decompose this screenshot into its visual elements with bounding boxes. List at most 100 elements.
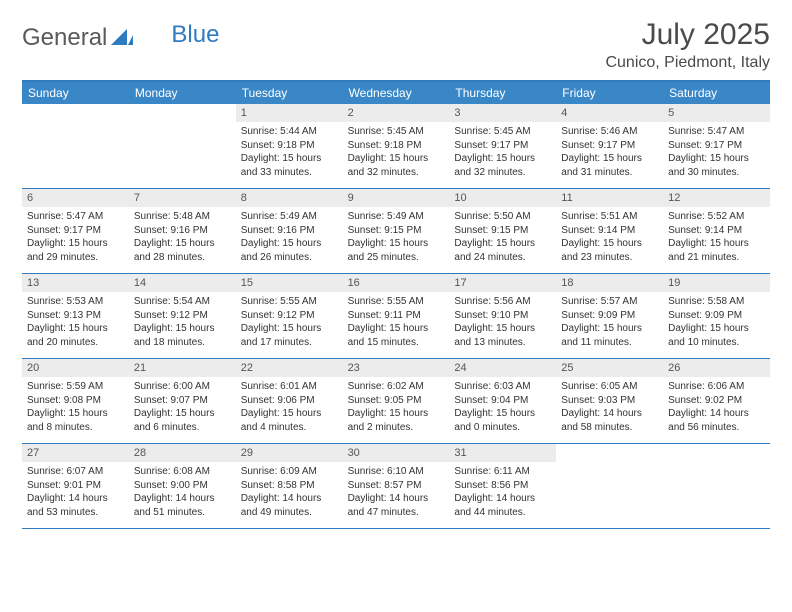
day-cell: 21Sunrise: 6:00 AMSunset: 9:07 PMDayligh… xyxy=(129,359,236,443)
day-number: 6 xyxy=(22,189,129,207)
sunset-text: Sunset: 9:09 PM xyxy=(561,309,658,323)
day-number: 16 xyxy=(343,274,450,292)
sunrise-text: Sunrise: 5:55 AM xyxy=(348,295,445,309)
sunrise-text: Sunrise: 5:49 AM xyxy=(241,210,338,224)
day-info: Sunrise: 5:57 AMSunset: 9:09 PMDaylight:… xyxy=(556,292,663,353)
day-number: 18 xyxy=(556,274,663,292)
sunset-text: Sunset: 9:15 PM xyxy=(348,224,445,238)
daylight-text: Daylight: 15 hours and 13 minutes. xyxy=(454,322,551,349)
sunset-text: Sunset: 9:18 PM xyxy=(241,139,338,153)
day-header: Saturday xyxy=(663,82,770,104)
day-cell: 10Sunrise: 5:50 AMSunset: 9:15 PMDayligh… xyxy=(449,189,556,273)
daylight-text: Daylight: 15 hours and 25 minutes. xyxy=(348,237,445,264)
sunset-text: Sunset: 9:13 PM xyxy=(27,309,124,323)
sunset-text: Sunset: 9:02 PM xyxy=(668,394,765,408)
day-cell: 12Sunrise: 5:52 AMSunset: 9:14 PMDayligh… xyxy=(663,189,770,273)
calendar: Sunday Monday Tuesday Wednesday Thursday… xyxy=(22,80,770,529)
daylight-text: Daylight: 15 hours and 20 minutes. xyxy=(27,322,124,349)
sunset-text: Sunset: 9:10 PM xyxy=(454,309,551,323)
sunset-text: Sunset: 9:15 PM xyxy=(454,224,551,238)
day-cell: 30Sunrise: 6:10 AMSunset: 8:57 PMDayligh… xyxy=(343,444,450,528)
sunset-text: Sunset: 9:05 PM xyxy=(348,394,445,408)
daylight-text: Daylight: 15 hours and 32 minutes. xyxy=(454,152,551,179)
day-header: Tuesday xyxy=(236,82,343,104)
day-number: 12 xyxy=(663,189,770,207)
day-cell: 5Sunrise: 5:47 AMSunset: 9:17 PMDaylight… xyxy=(663,104,770,188)
day-info: Sunrise: 5:48 AMSunset: 9:16 PMDaylight:… xyxy=(129,207,236,268)
sunrise-text: Sunrise: 5:47 AM xyxy=(668,125,765,139)
sunrise-text: Sunrise: 5:56 AM xyxy=(454,295,551,309)
sunset-text: Sunset: 9:17 PM xyxy=(454,139,551,153)
day-number: 20 xyxy=(22,359,129,377)
day-number: 9 xyxy=(343,189,450,207)
sunset-text: Sunset: 9:01 PM xyxy=(27,479,124,493)
day-number: 17 xyxy=(449,274,556,292)
day-header: Wednesday xyxy=(343,82,450,104)
daylight-text: Daylight: 14 hours and 49 minutes. xyxy=(241,492,338,519)
sunset-text: Sunset: 9:11 PM xyxy=(348,309,445,323)
sunrise-text: Sunrise: 6:09 AM xyxy=(241,465,338,479)
day-info: Sunrise: 6:09 AMSunset: 8:58 PMDaylight:… xyxy=(236,462,343,523)
day-cell: 1Sunrise: 5:44 AMSunset: 9:18 PMDaylight… xyxy=(236,104,343,188)
sunset-text: Sunset: 9:03 PM xyxy=(561,394,658,408)
day-info: Sunrise: 5:44 AMSunset: 9:18 PMDaylight:… xyxy=(236,122,343,183)
sunset-text: Sunset: 8:56 PM xyxy=(454,479,551,493)
day-number: 3 xyxy=(449,104,556,122)
daylight-text: Daylight: 15 hours and 26 minutes. xyxy=(241,237,338,264)
sunset-text: Sunset: 9:16 PM xyxy=(134,224,231,238)
day-number: 15 xyxy=(236,274,343,292)
day-number xyxy=(22,104,129,110)
sunset-text: Sunset: 9:16 PM xyxy=(241,224,338,238)
sunset-text: Sunset: 8:57 PM xyxy=(348,479,445,493)
day-header: Sunday xyxy=(22,82,129,104)
day-info: Sunrise: 5:47 AMSunset: 9:17 PMDaylight:… xyxy=(22,207,129,268)
day-info: Sunrise: 5:58 AMSunset: 9:09 PMDaylight:… xyxy=(663,292,770,353)
day-info: Sunrise: 6:07 AMSunset: 9:01 PMDaylight:… xyxy=(22,462,129,523)
day-number: 28 xyxy=(129,444,236,462)
daylight-text: Daylight: 15 hours and 33 minutes. xyxy=(241,152,338,179)
day-info: Sunrise: 6:10 AMSunset: 8:57 PMDaylight:… xyxy=(343,462,450,523)
daylight-text: Daylight: 15 hours and 0 minutes. xyxy=(454,407,551,434)
daylight-text: Daylight: 15 hours and 8 minutes. xyxy=(27,407,124,434)
day-number: 7 xyxy=(129,189,236,207)
logo-text-1: General xyxy=(22,24,107,52)
week-row: 1Sunrise: 5:44 AMSunset: 9:18 PMDaylight… xyxy=(22,104,770,189)
day-header: Thursday xyxy=(449,82,556,104)
sunset-text: Sunset: 9:17 PM xyxy=(561,139,658,153)
day-cell: 7Sunrise: 5:48 AMSunset: 9:16 PMDaylight… xyxy=(129,189,236,273)
day-cell: 6Sunrise: 5:47 AMSunset: 9:17 PMDaylight… xyxy=(22,189,129,273)
week-row: 13Sunrise: 5:53 AMSunset: 9:13 PMDayligh… xyxy=(22,274,770,359)
day-info: Sunrise: 6:00 AMSunset: 9:07 PMDaylight:… xyxy=(129,377,236,438)
day-number: 22 xyxy=(236,359,343,377)
sunrise-text: Sunrise: 6:00 AM xyxy=(134,380,231,394)
daylight-text: Daylight: 15 hours and 31 minutes. xyxy=(561,152,658,179)
sunset-text: Sunset: 9:07 PM xyxy=(134,394,231,408)
day-number: 14 xyxy=(129,274,236,292)
logo-sail-icon xyxy=(111,24,133,52)
daylight-text: Daylight: 14 hours and 53 minutes. xyxy=(27,492,124,519)
logo-text-2: Blue xyxy=(137,21,219,49)
daylight-text: Daylight: 15 hours and 11 minutes. xyxy=(561,322,658,349)
day-number: 10 xyxy=(449,189,556,207)
day-cell: 28Sunrise: 6:08 AMSunset: 9:00 PMDayligh… xyxy=(129,444,236,528)
sunrise-text: Sunrise: 6:08 AM xyxy=(134,465,231,479)
day-cell: 24Sunrise: 6:03 AMSunset: 9:04 PMDayligh… xyxy=(449,359,556,443)
sunrise-text: Sunrise: 6:07 AM xyxy=(27,465,124,479)
month-title: July 2025 xyxy=(605,18,770,52)
logo: General Blue xyxy=(22,18,219,52)
title-block: July 2025 Cunico, Piedmont, Italy xyxy=(605,18,770,72)
daylight-text: Daylight: 15 hours and 30 minutes. xyxy=(668,152,765,179)
sunset-text: Sunset: 9:14 PM xyxy=(668,224,765,238)
daylight-text: Daylight: 15 hours and 28 minutes. xyxy=(134,237,231,264)
day-cell: 3Sunrise: 5:45 AMSunset: 9:17 PMDaylight… xyxy=(449,104,556,188)
day-cell: 16Sunrise: 5:55 AMSunset: 9:11 PMDayligh… xyxy=(343,274,450,358)
sunset-text: Sunset: 9:04 PM xyxy=(454,394,551,408)
day-number: 26 xyxy=(663,359,770,377)
day-info: Sunrise: 5:47 AMSunset: 9:17 PMDaylight:… xyxy=(663,122,770,183)
week-row: 20Sunrise: 5:59 AMSunset: 9:08 PMDayligh… xyxy=(22,359,770,444)
sunrise-text: Sunrise: 5:57 AM xyxy=(561,295,658,309)
sunrise-text: Sunrise: 5:59 AM xyxy=(27,380,124,394)
day-info: Sunrise: 5:45 AMSunset: 9:17 PMDaylight:… xyxy=(449,122,556,183)
sunrise-text: Sunrise: 6:03 AM xyxy=(454,380,551,394)
sunset-text: Sunset: 8:58 PM xyxy=(241,479,338,493)
